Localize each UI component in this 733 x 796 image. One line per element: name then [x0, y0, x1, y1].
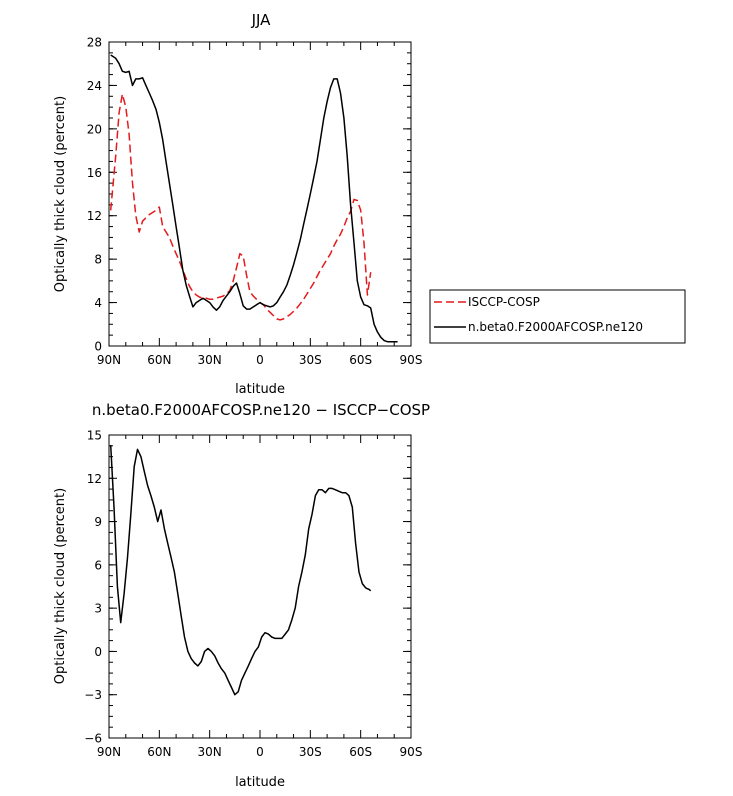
bottom-chart: n.beta0.F2000AFCOSP.ne120 − ISCCP−COSP 9… — [53, 401, 430, 790]
top-x-tick-label: 60S — [349, 353, 372, 367]
bottom-y-tick-label: 3 — [94, 602, 102, 616]
bottom-series-line-0 — [109, 445, 372, 696]
bottom-chart-title: n.beta0.F2000AFCOSP.ne120 − ISCCP−COSP — [92, 401, 430, 419]
bottom-y-tick-label: −6 — [84, 732, 102, 746]
top-y-tick-label: 8 — [94, 253, 102, 267]
top-series-line-1 — [110, 54, 398, 343]
top-chart: JJA 90N 60N 30N 0 30S 60S 90S 0 4 8 12 16 20 24 28 lat… — [53, 11, 686, 397]
top-x-tick-label: 90S — [400, 353, 423, 367]
bottom-x-tick-label: 0 — [256, 745, 264, 759]
top-x-tick-label: 90N — [97, 353, 121, 367]
top-chart-title: JJA — [251, 11, 272, 29]
bottom-x-tick-label: 90N — [97, 745, 121, 759]
top-chart-plot-area — [108, 41, 412, 347]
top-y-tick-label: 28 — [87, 36, 102, 50]
bottom-chart-y-axis-label: Optically thick cloud (percent) — [53, 488, 68, 684]
top-y-tick-label: 12 — [87, 209, 102, 223]
bottom-x-tick-label: 90S — [400, 745, 423, 759]
top-y-tick-label: 0 — [94, 340, 102, 354]
bottom-y-tick-label: 6 — [94, 558, 102, 572]
top-x-tick-label: 60N — [147, 353, 171, 367]
top-y-tick-label: 16 — [87, 166, 102, 180]
legend-label-isccp-cosp: ISCCP-COSP — [468, 295, 540, 309]
top-y-tick-label: 24 — [87, 79, 102, 93]
top-x-tick-label: 30N — [198, 353, 222, 367]
top-series-line-0 — [109, 93, 372, 321]
top-y-tick-label: 4 — [94, 296, 102, 310]
bottom-x-tick-label: 30N — [198, 745, 222, 759]
bottom-x-tick-label: 60S — [349, 745, 372, 759]
top-chart-y-axis-label: Optically thick cloud (percent) — [53, 96, 68, 292]
bottom-y-tick-label: 9 — [94, 515, 102, 529]
bottom-y-tick-label: 0 — [94, 645, 102, 659]
top-x-tick-label: 0 — [256, 353, 264, 367]
bottom-x-tick-label: 30S — [299, 745, 322, 759]
bottom-x-tick-label: 60N — [147, 745, 171, 759]
top-y-tick-label: 20 — [87, 122, 102, 136]
top-chart-legend: ISCCP-COSP n.beta0.F2000AFCOSP.ne120 — [429, 289, 686, 344]
bottom-chart-x-axis-label: latitude — [235, 775, 285, 790]
top-chart-x-axis-label: latitude — [235, 382, 285, 397]
legend-box — [429, 289, 686, 344]
bottom-y-tick-label: 15 — [87, 429, 102, 443]
bottom-chart-plot-area — [108, 434, 412, 739]
legend-label-model: n.beta0.F2000AFCOSP.ne120 — [468, 320, 643, 334]
bottom-y-tick-label: −3 — [84, 688, 102, 702]
top-x-tick-label: 30S — [299, 353, 322, 367]
bottom-y-tick-label: 12 — [87, 472, 102, 486]
